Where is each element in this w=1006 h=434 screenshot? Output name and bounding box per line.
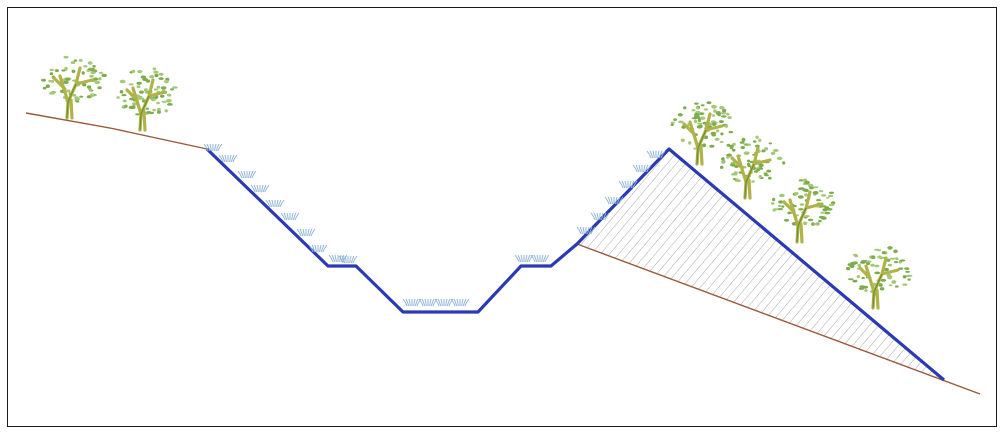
existing-ground-left bbox=[25, 112, 208, 150]
grass-tuft bbox=[450, 298, 470, 307]
grass-tuft bbox=[530, 254, 550, 263]
tree bbox=[719, 135, 786, 200]
grass-tuft bbox=[604, 196, 624, 205]
fill-embankment bbox=[577, 149, 944, 380]
grass-tuft bbox=[618, 180, 638, 189]
grass-tuft bbox=[338, 255, 358, 264]
tree bbox=[846, 246, 913, 310]
channel-profile bbox=[205, 147, 946, 382]
existing-ground-right bbox=[576, 243, 981, 395]
tree bbox=[41, 55, 107, 120]
grass-tuft bbox=[203, 143, 223, 152]
grass-tuft bbox=[280, 212, 300, 221]
grass-tuft bbox=[250, 184, 270, 193]
grass-tuft bbox=[308, 244, 328, 253]
grass-tuft bbox=[590, 212, 610, 221]
grass-tuft bbox=[265, 199, 285, 208]
grass-tuft bbox=[514, 254, 534, 263]
trees bbox=[41, 55, 913, 310]
grass-tuft bbox=[237, 170, 257, 179]
grass-tuft bbox=[632, 164, 652, 173]
grass-tuft bbox=[646, 150, 666, 159]
figure-frame bbox=[7, 7, 997, 427]
grass-tuft bbox=[434, 298, 454, 307]
grass-tuft bbox=[218, 154, 238, 163]
tree bbox=[670, 101, 734, 166]
tree bbox=[770, 178, 836, 244]
grass-tuft bbox=[296, 228, 316, 237]
tree bbox=[116, 67, 178, 132]
grass-tuft bbox=[402, 298, 422, 307]
grass-tuft bbox=[576, 226, 596, 235]
grass-tuft bbox=[328, 254, 348, 263]
grass-tufts bbox=[203, 143, 666, 307]
grass-tuft bbox=[418, 298, 438, 307]
